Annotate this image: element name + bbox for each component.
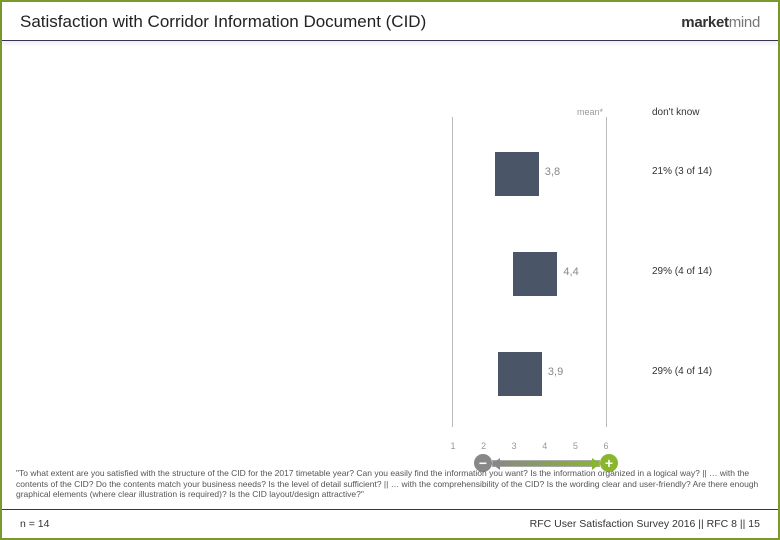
bar-row: 4,4 29% (4 of 14): [2, 252, 778, 296]
page-title: Satisfaction with Corridor Information D…: [20, 12, 426, 32]
axis-tick: 2: [481, 441, 486, 451]
logo-light: mind: [729, 14, 760, 31]
dont-know-value: 29% (4 of 14): [652, 266, 712, 277]
bar: [495, 152, 539, 196]
sample-size: n = 14: [20, 518, 50, 530]
axis-tick: 3: [512, 441, 517, 451]
bar: [498, 352, 542, 396]
mean-header-label: mean*: [577, 107, 603, 117]
bar-row: 3,9 29% (4 of 14): [2, 352, 778, 396]
logo: marketmind: [681, 14, 760, 31]
logo-bold: market: [681, 14, 728, 31]
dont-know-value: 21% (3 of 14): [652, 166, 712, 177]
dont-know-header: don't know: [652, 107, 700, 118]
bar-mean-value: 3,8: [545, 166, 560, 178]
bar-row: 3,8 21% (3 of 14): [2, 152, 778, 196]
bar-mean-value: 3,9: [548, 366, 563, 378]
bar: [513, 252, 557, 296]
gradient-bar: [492, 460, 600, 467]
axis-tick: 6: [603, 441, 608, 451]
bar-mean-value: 4,4: [563, 266, 578, 278]
chart-area: mean* don't know 1 2 3 4 5 6 3,8 21% (3 of 14)…: [2, 62, 778, 458]
question-text: "To what extent are you satisfied with t…: [16, 468, 764, 500]
source-label: RFC User Satisfaction Survey 2016 || RFC…: [530, 518, 760, 530]
axis-tick: 5: [573, 441, 578, 451]
header-bar: Satisfaction with Corridor Information D…: [2, 2, 778, 41]
axis-tick: 1: [450, 441, 455, 451]
axis-tick: 4: [542, 441, 547, 451]
dont-know-value: 29% (4 of 14): [652, 366, 712, 377]
footer-bar: n = 14 RFC User Satisfaction Survey 2016…: [2, 509, 778, 538]
